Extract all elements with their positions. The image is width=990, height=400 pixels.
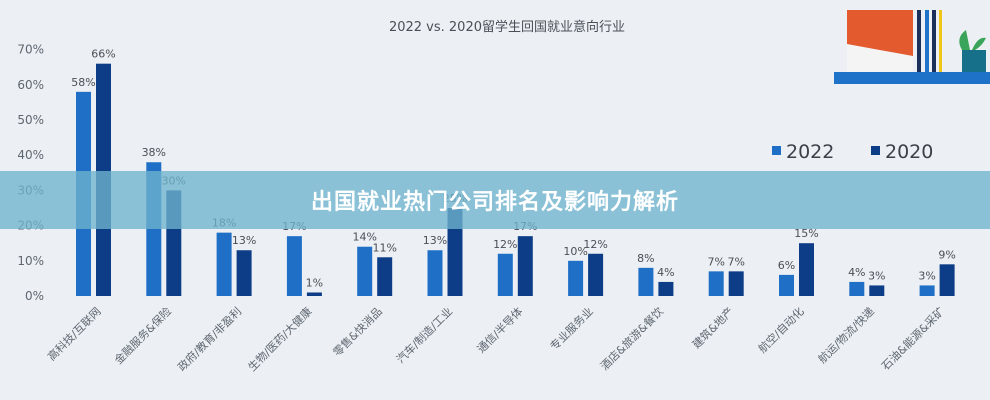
data-label-2020: 3%	[868, 269, 885, 282]
bar-2020	[658, 281, 674, 296]
x-tick-label: 建筑&地产	[689, 304, 736, 351]
data-label-2022: 8%	[637, 252, 654, 265]
data-label-2022: 58%	[71, 76, 95, 89]
data-label-2022: 7%	[707, 255, 724, 268]
data-label-2020: 7%	[727, 255, 744, 268]
x-tick-label: 航运/物流/快递	[815, 304, 877, 366]
bar-2020	[728, 271, 744, 296]
x-tick-label: 石油&能源&采矿	[879, 304, 948, 373]
bar-2022	[357, 246, 373, 296]
banner-title: 出国就业热门公司排名及影响力解析	[310, 190, 679, 215]
x-tick-label: 通信/半导体	[474, 304, 525, 355]
bar-2022	[919, 285, 935, 296]
y-tick-label: 10%	[17, 254, 44, 268]
bar-2022	[779, 274, 794, 296]
x-tick-label: 高科技/互联网	[44, 304, 103, 363]
y-tick-label: 50%	[17, 113, 44, 127]
x-tick-label: 酒店&旅游&餐饮	[597, 304, 666, 373]
data-label-2020: 9%	[938, 248, 955, 261]
data-label-2020: 11%	[372, 241, 396, 254]
data-label-2020: 4%	[657, 266, 674, 279]
data-label-2022: 14%	[352, 231, 376, 244]
data-label-2020: 12%	[583, 238, 607, 251]
bar-2020	[939, 264, 955, 296]
bar-2022	[638, 267, 654, 296]
data-label-2020: 1%	[306, 276, 323, 289]
y-tick-label: 40%	[17, 148, 44, 162]
data-label-2022: 6%	[778, 259, 795, 272]
data-label-2020: 13%	[232, 234, 256, 247]
x-axis: 高科技/互联网 金融服务&保险 政府/教育/非盈利 生物/医药/大健康 零售&快消品 汽车…	[44, 304, 947, 374]
data-label-2022: 12%	[493, 238, 517, 251]
x-tick-label: 航空/自动化	[755, 304, 806, 355]
bar-2020	[799, 243, 814, 296]
bar-2020	[588, 253, 604, 296]
title-banner: 出国就业热门公司排名及影响力解析	[0, 171, 990, 229]
data-label-2022: 38%	[142, 146, 166, 159]
legend: 2022 2020	[772, 141, 933, 163]
bar-2022	[497, 253, 513, 296]
data-label-2022: 10%	[563, 245, 587, 258]
bar-2022	[216, 232, 232, 296]
bar-2022	[849, 281, 865, 296]
legend-label-2020: 2020	[885, 141, 933, 163]
x-tick-label: 生物/医药/大健康	[245, 304, 315, 374]
bar-2020	[517, 236, 533, 296]
legend-swatch-2022	[772, 146, 781, 155]
chart-title: 2022 vs. 2020留学生回国就业意向行业	[389, 19, 625, 35]
bar-2020	[377, 257, 393, 296]
data-label-2022: 13%	[423, 234, 447, 247]
x-tick-label: 汽车/制造/工业	[393, 304, 455, 366]
bar-2020	[306, 292, 322, 296]
y-tick-label: 70%	[17, 43, 44, 57]
bar-2020	[447, 208, 463, 296]
bar-2022	[568, 260, 584, 296]
y-tick-label: 60%	[17, 78, 44, 92]
legend-swatch-2020	[871, 146, 880, 155]
y-tick-label: 0%	[25, 289, 44, 303]
data-label-2022: 4%	[848, 266, 865, 279]
bar-2020	[236, 250, 252, 296]
x-tick-label: 专业服务业	[547, 304, 596, 353]
bar-2020	[869, 285, 885, 296]
data-label-2020: 66%	[91, 48, 115, 61]
bar-2022	[286, 236, 302, 296]
x-tick-label: 金融服务&保险	[111, 304, 174, 367]
data-label-2020: 15%	[794, 227, 818, 240]
legend-label-2022: 2022	[786, 141, 834, 163]
decoration-illustration	[834, 10, 990, 84]
bar-2022	[708, 271, 724, 296]
x-tick-label: 零售&快消品	[330, 304, 385, 359]
data-labels-group: 58%66%38%30%18%13%17%1%14%11%13%25%12%17…	[71, 48, 956, 290]
data-label-2022: 3%	[918, 269, 935, 282]
x-tick-label: 政府/教育/非盈利	[175, 304, 245, 374]
bar-2022	[427, 250, 443, 296]
